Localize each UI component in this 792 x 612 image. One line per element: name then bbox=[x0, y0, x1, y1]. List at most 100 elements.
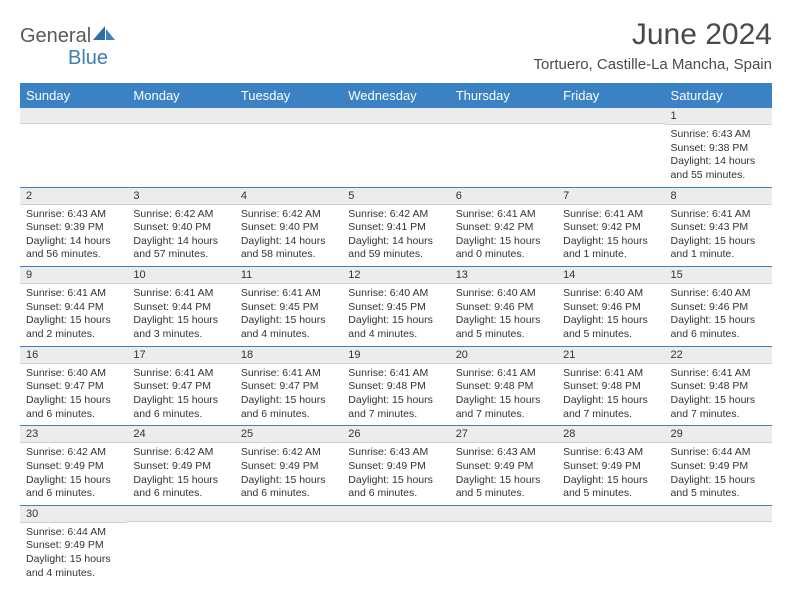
sunrise-text: Sunrise: 6:41 AM bbox=[456, 208, 551, 222]
sunset-text: Sunset: 9:40 PM bbox=[133, 221, 228, 235]
daylight-text: Daylight: 15 hours and 7 minutes. bbox=[563, 394, 658, 421]
sunset-text: Sunset: 9:48 PM bbox=[563, 380, 658, 394]
calendar-day-cell bbox=[557, 505, 664, 584]
sunset-text: Sunset: 9:42 PM bbox=[563, 221, 658, 235]
day-number: 30 bbox=[20, 506, 127, 523]
calendar-day-cell: 26Sunrise: 6:43 AMSunset: 9:49 PMDayligh… bbox=[342, 426, 449, 506]
day-header: Tuesday bbox=[235, 83, 342, 108]
day-header: Monday bbox=[127, 83, 234, 108]
daylight-text: Daylight: 15 hours and 6 minutes. bbox=[133, 474, 228, 501]
day-number: 27 bbox=[450, 426, 557, 443]
sunset-text: Sunset: 9:42 PM bbox=[456, 221, 551, 235]
calendar-day-cell: 11Sunrise: 6:41 AMSunset: 9:45 PMDayligh… bbox=[235, 267, 342, 347]
sunrise-text: Sunrise: 6:41 AM bbox=[26, 287, 121, 301]
daylight-text: Daylight: 14 hours and 57 minutes. bbox=[133, 235, 228, 262]
sunset-text: Sunset: 9:47 PM bbox=[26, 380, 121, 394]
day-details: Sunrise: 6:41 AMSunset: 9:48 PMDaylight:… bbox=[342, 364, 449, 426]
day-details: Sunrise: 6:42 AMSunset: 9:41 PMDaylight:… bbox=[342, 205, 449, 267]
sunrise-text: Sunrise: 6:42 AM bbox=[26, 446, 121, 460]
sunrise-text: Sunrise: 6:41 AM bbox=[348, 367, 443, 381]
calendar-day-cell bbox=[20, 108, 127, 187]
day-details: Sunrise: 6:44 AMSunset: 9:49 PMDaylight:… bbox=[665, 443, 772, 505]
daylight-text: Daylight: 15 hours and 7 minutes. bbox=[671, 394, 766, 421]
day-number bbox=[557, 506, 664, 522]
day-number: 2 bbox=[20, 188, 127, 205]
day-number: 24 bbox=[127, 426, 234, 443]
day-number: 6 bbox=[450, 188, 557, 205]
day-details: Sunrise: 6:40 AMSunset: 9:46 PMDaylight:… bbox=[450, 284, 557, 346]
daylight-text: Daylight: 15 hours and 6 minutes. bbox=[671, 314, 766, 341]
calendar-day-cell: 12Sunrise: 6:40 AMSunset: 9:45 PMDayligh… bbox=[342, 267, 449, 347]
sunset-text: Sunset: 9:48 PM bbox=[671, 380, 766, 394]
day-number bbox=[665, 506, 772, 522]
day-number: 15 bbox=[665, 267, 772, 284]
sunrise-text: Sunrise: 6:42 AM bbox=[133, 208, 228, 222]
sunrise-text: Sunrise: 6:41 AM bbox=[133, 287, 228, 301]
day-number bbox=[342, 108, 449, 124]
calendar-day-cell: 1Sunrise: 6:43 AMSunset: 9:38 PMDaylight… bbox=[665, 108, 772, 187]
calendar-day-cell: 28Sunrise: 6:43 AMSunset: 9:49 PMDayligh… bbox=[557, 426, 664, 506]
calendar-day-cell bbox=[127, 505, 234, 584]
day-number: 17 bbox=[127, 347, 234, 364]
day-details: Sunrise: 6:40 AMSunset: 9:45 PMDaylight:… bbox=[342, 284, 449, 346]
daylight-text: Daylight: 15 hours and 5 minutes. bbox=[456, 314, 551, 341]
day-header: Saturday bbox=[665, 83, 772, 108]
title-block: June 2024 Tortuero, Castille-La Mancha, … bbox=[534, 18, 772, 73]
day-number: 11 bbox=[235, 267, 342, 284]
calendar-day-cell: 7Sunrise: 6:41 AMSunset: 9:42 PMDaylight… bbox=[557, 187, 664, 267]
sunrise-text: Sunrise: 6:41 AM bbox=[563, 367, 658, 381]
calendar-day-cell: 16Sunrise: 6:40 AMSunset: 9:47 PMDayligh… bbox=[20, 346, 127, 426]
day-number: 3 bbox=[127, 188, 234, 205]
day-number: 9 bbox=[20, 267, 127, 284]
sunrise-text: Sunrise: 6:41 AM bbox=[456, 367, 551, 381]
month-title: June 2024 bbox=[534, 18, 772, 52]
sunrise-text: Sunrise: 6:40 AM bbox=[563, 287, 658, 301]
daylight-text: Daylight: 15 hours and 6 minutes. bbox=[241, 474, 336, 501]
calendar-day-cell: 6 Sunrise: 6:41 AMSunset: 9:42 PMDaylight… bbox=[450, 187, 557, 267]
day-details: Sunrise: 6:43 AMSunset: 9:49 PMDaylight:… bbox=[557, 443, 664, 505]
sunset-text: Sunset: 9:49 PM bbox=[26, 460, 121, 474]
daylight-text: Daylight: 15 hours and 6 minutes. bbox=[241, 394, 336, 421]
sail-icon bbox=[93, 26, 115, 48]
calendar-day-cell bbox=[450, 505, 557, 584]
day-number: 20 bbox=[450, 347, 557, 364]
calendar-day-cell: 25Sunrise: 6:42 AMSunset: 9:49 PMDayligh… bbox=[235, 426, 342, 506]
day-details: Sunrise: 6:41 AMSunset: 9:43 PMDaylight:… bbox=[665, 205, 772, 267]
daylight-text: Daylight: 15 hours and 6 minutes. bbox=[26, 394, 121, 421]
day-number bbox=[127, 108, 234, 124]
daylight-text: Daylight: 15 hours and 1 minute. bbox=[671, 235, 766, 262]
daylight-text: Daylight: 15 hours and 0 minutes. bbox=[456, 235, 551, 262]
day-details: Sunrise: 6:43 AMSunset: 9:49 PMDaylight:… bbox=[450, 443, 557, 505]
calendar-day-cell: 23Sunrise: 6:42 AMSunset: 9:49 PMDayligh… bbox=[20, 426, 127, 506]
day-details: Sunrise: 6:43 AMSunset: 9:38 PMDaylight:… bbox=[665, 125, 772, 187]
day-header: Wednesday bbox=[342, 83, 449, 108]
day-number bbox=[127, 506, 234, 522]
day-details: Sunrise: 6:41 AMSunset: 9:42 PMDaylight:… bbox=[557, 205, 664, 267]
calendar-day-cell: 30Sunrise: 6:44 AMSunset: 9:49 PMDayligh… bbox=[20, 505, 127, 584]
daylight-text: Daylight: 15 hours and 4 minutes. bbox=[348, 314, 443, 341]
sunset-text: Sunset: 9:46 PM bbox=[671, 301, 766, 315]
day-number: 28 bbox=[557, 426, 664, 443]
sunrise-text: Sunrise: 6:41 AM bbox=[671, 367, 766, 381]
sunset-text: Sunset: 9:38 PM bbox=[671, 142, 766, 156]
day-details: Sunrise: 6:40 AMSunset: 9:47 PMDaylight:… bbox=[20, 364, 127, 426]
calendar-header-row: SundayMondayTuesdayWednesdayThursdayFrid… bbox=[20, 83, 772, 108]
calendar-day-cell: 13Sunrise: 6:40 AMSunset: 9:46 PMDayligh… bbox=[450, 267, 557, 347]
calendar-week-row: 16Sunrise: 6:40 AMSunset: 9:47 PMDayligh… bbox=[20, 346, 772, 426]
calendar-day-cell bbox=[557, 108, 664, 187]
sunset-text: Sunset: 9:49 PM bbox=[241, 460, 336, 474]
day-number: 14 bbox=[557, 267, 664, 284]
day-details: Sunrise: 6:40 AMSunset: 9:46 PMDaylight:… bbox=[557, 284, 664, 346]
calendar-day-cell: 18Sunrise: 6:41 AMSunset: 9:47 PMDayligh… bbox=[235, 346, 342, 426]
day-number bbox=[342, 506, 449, 522]
sunset-text: Sunset: 9:44 PM bbox=[26, 301, 121, 315]
sunset-text: Sunset: 9:46 PM bbox=[456, 301, 551, 315]
day-number: 4 bbox=[235, 188, 342, 205]
sunset-text: Sunset: 9:40 PM bbox=[241, 221, 336, 235]
calendar-day-cell bbox=[342, 108, 449, 187]
calendar-week-row: 2Sunrise: 6:43 AMSunset: 9:39 PMDaylight… bbox=[20, 187, 772, 267]
sunrise-text: Sunrise: 6:44 AM bbox=[671, 446, 766, 460]
sunset-text: Sunset: 9:49 PM bbox=[563, 460, 658, 474]
daylight-text: Daylight: 15 hours and 7 minutes. bbox=[348, 394, 443, 421]
sunrise-text: Sunrise: 6:41 AM bbox=[241, 367, 336, 381]
